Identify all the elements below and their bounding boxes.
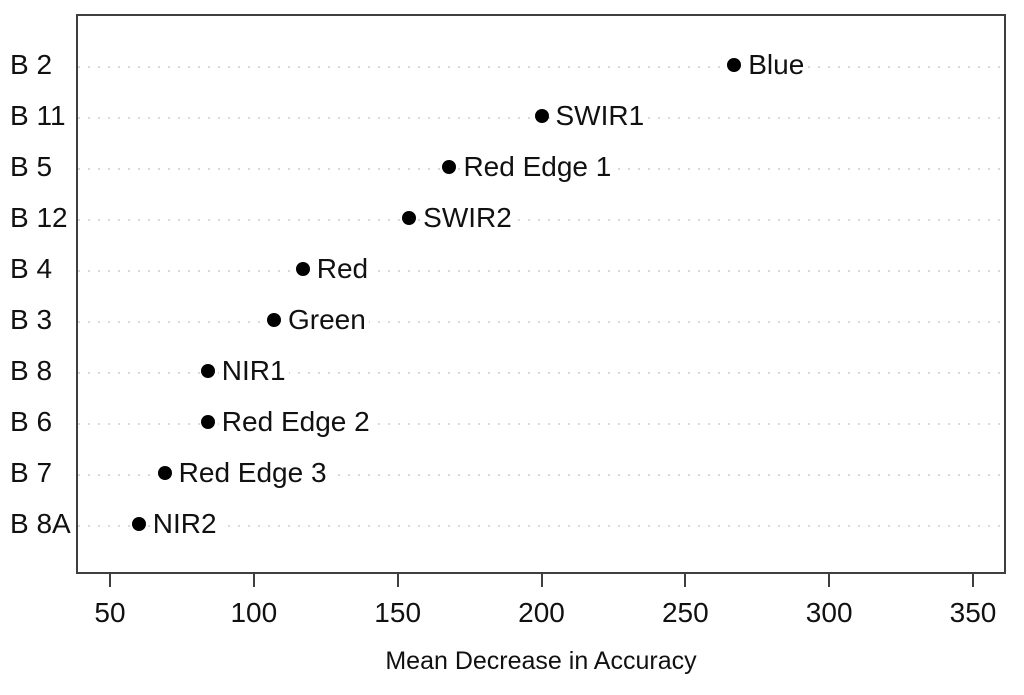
point-label: Blue (745, 49, 808, 81)
gridline (78, 66, 1004, 68)
x-tick-label: 250 (661, 597, 709, 628)
point-label: Red Edge 3 (175, 457, 330, 489)
y-axis-label: B 12 (10, 202, 68, 233)
y-axis-label: B 4 (10, 253, 53, 284)
data-point-dot (200, 364, 215, 378)
y-axis-label: B 8 (10, 355, 53, 386)
x-tick-mark (396, 574, 399, 587)
data-point-dot (295, 262, 310, 276)
x-tick-label: 200 (518, 597, 565, 628)
y-axis-label: B 7 (10, 457, 53, 488)
point-label: SWIR1 (552, 100, 648, 132)
y-axis-label: B 2 (10, 49, 53, 80)
point-label: Green (284, 304, 369, 336)
gridline (78, 423, 1004, 425)
x-tick-mark (109, 574, 111, 587)
x-tick-label: 300 (805, 597, 853, 628)
gridline (78, 270, 1004, 272)
gridline (78, 525, 1004, 527)
x-axis-title: Mean Decrease in Accuracy (385, 647, 697, 675)
point-label: Red Edge 2 (218, 406, 373, 438)
x-tick-mark (828, 574, 831, 587)
x-tick-mark (540, 574, 543, 587)
data-point-dot (266, 313, 281, 327)
gridline (78, 474, 1004, 476)
data-point-dot (157, 466, 172, 480)
x-tick-label: 350 (949, 597, 997, 628)
data-point-dot (442, 160, 457, 174)
point-label: SWIR2 (420, 202, 515, 234)
data-point-dot (402, 211, 417, 225)
y-axis-label: B 3 (10, 304, 53, 335)
y-axis-label: B 6 (10, 406, 53, 437)
gridline (78, 372, 1004, 374)
data-point-dot (534, 109, 549, 123)
gridline (78, 219, 1004, 221)
x-tick-mark (252, 574, 255, 587)
x-tick-label: 100 (230, 597, 278, 628)
x-tick-mark (972, 574, 974, 587)
data-point-dot (131, 517, 146, 531)
x-tick-label: 50 (94, 597, 126, 628)
y-axis-label: B 11 (10, 100, 66, 131)
data-point-dot (727, 58, 742, 72)
data-point-dot (200, 415, 215, 429)
x-tick-label: 150 (374, 597, 422, 628)
y-axis-label: B 5 (10, 151, 53, 182)
point-label: Red (313, 253, 372, 285)
point-label: NIR1 (218, 355, 289, 387)
y-axis-label: B 8A (10, 508, 71, 539)
x-tick-mark (684, 574, 687, 587)
gridline (78, 321, 1004, 323)
point-label: Red Edge 1 (460, 151, 615, 183)
point-label: NIR2 (149, 508, 220, 540)
plot-area (76, 14, 1006, 574)
